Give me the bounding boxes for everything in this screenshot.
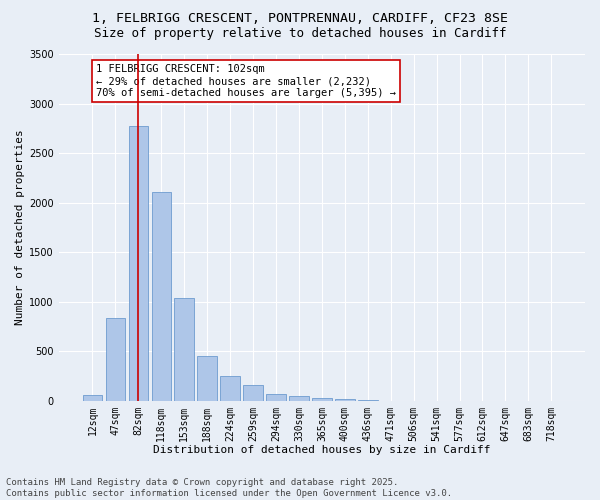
Bar — [106, 318, 125, 400]
Bar — [197, 356, 217, 401]
Bar — [266, 394, 286, 400]
Text: 1, FELBRIGG CRESCENT, PONTPRENNAU, CARDIFF, CF23 8SE: 1, FELBRIGG CRESCENT, PONTPRENNAU, CARDI… — [92, 12, 508, 26]
Text: Size of property relative to detached houses in Cardiff: Size of property relative to detached ho… — [94, 28, 506, 40]
Text: 1 FELBRIGG CRESCENT: 102sqm
← 29% of detached houses are smaller (2,232)
70% of : 1 FELBRIGG CRESCENT: 102sqm ← 29% of det… — [96, 64, 396, 98]
Bar — [220, 376, 240, 400]
X-axis label: Distribution of detached houses by size in Cardiff: Distribution of detached houses by size … — [153, 445, 491, 455]
Bar — [244, 385, 263, 400]
Bar — [152, 192, 171, 400]
Bar — [175, 298, 194, 401]
Text: Contains HM Land Registry data © Crown copyright and database right 2025.
Contai: Contains HM Land Registry data © Crown c… — [6, 478, 452, 498]
Bar — [312, 398, 332, 400]
Bar — [83, 396, 102, 400]
Bar — [335, 398, 355, 400]
Y-axis label: Number of detached properties: Number of detached properties — [15, 130, 25, 325]
Bar — [289, 396, 308, 400]
Bar — [128, 126, 148, 400]
